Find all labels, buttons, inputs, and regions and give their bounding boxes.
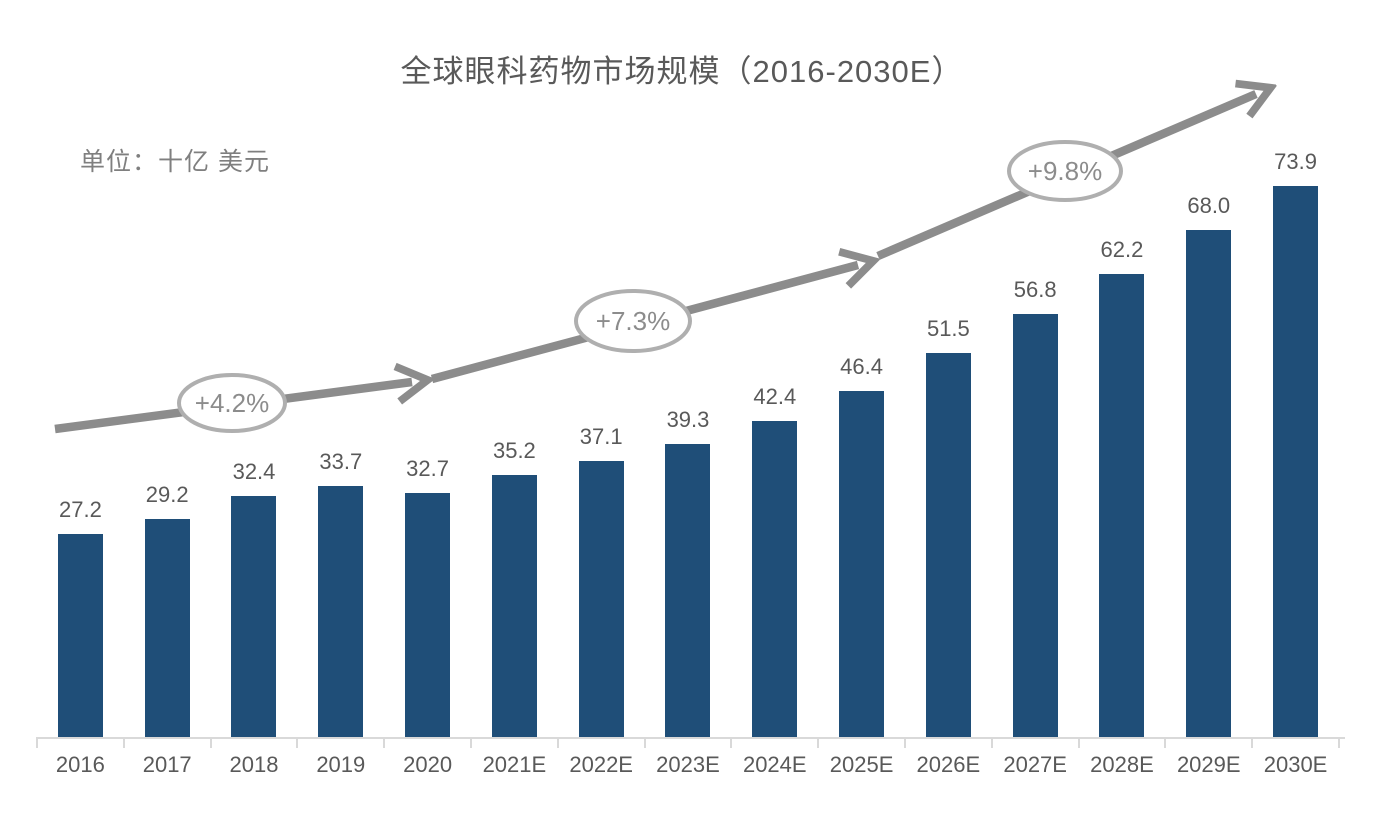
axis-tick [1251, 737, 1253, 748]
year-label: 2029E [1176, 752, 1241, 777]
bar [752, 421, 798, 737]
bar [839, 391, 885, 737]
bar-value-label: 35.2 [492, 438, 536, 463]
bar [925, 353, 971, 737]
axis-tick [470, 737, 472, 748]
year-label: 2018 [229, 752, 279, 777]
axis-tick [1164, 737, 1166, 748]
bar [1012, 314, 1058, 737]
bar-slot: 62.2 [1079, 0, 1166, 737]
bar-slot: 32.7 [384, 0, 471, 737]
bar-slot: 32.4 [211, 0, 298, 737]
bar-slot: 51.5 [905, 0, 992, 737]
bar-value-label: 27.2 [58, 497, 102, 522]
bar-slot: 33.7 [297, 0, 384, 737]
bar-value-label: 51.5 [926, 316, 970, 341]
axis-tick [557, 737, 559, 748]
bar [578, 461, 624, 737]
bar [231, 496, 277, 737]
bar-slot: 35.2 [471, 0, 558, 737]
bar [665, 444, 711, 737]
year-label: 2028E [1090, 752, 1154, 777]
bar-slot: 42.4 [731, 0, 818, 737]
axis-tick [383, 737, 385, 748]
year-label: 2021E [482, 752, 547, 777]
bar-slot: 73.9 [1252, 0, 1339, 737]
bar [57, 534, 103, 737]
x-axis-line [37, 737, 1345, 739]
axis-tick [210, 737, 212, 748]
bar-value-label: 39.3 [666, 407, 710, 432]
year-label: 2016 [55, 752, 105, 777]
bar-value-label: 32.7 [406, 456, 449, 481]
bar-value-label: 32.4 [232, 459, 276, 484]
page-title: 全球眼科药物市场规模（2016-2030E） [400, 54, 964, 89]
axis-tick [730, 737, 732, 748]
bar-slot: 27.2 [37, 0, 124, 737]
axis-tick [991, 737, 993, 748]
bars: 27.2 29.2 32.4 33.7 32.7 35.2 37.1 39.3 42.4 46.4… [37, 0, 1339, 737]
bar [491, 475, 537, 737]
axis-tick [1338, 737, 1340, 748]
bar-value-label: 42.4 [753, 384, 797, 409]
bar-value-label: 29.2 [145, 482, 189, 507]
x-axis-labels: 2016 2017 2018 2019 2020 2021E 2022E 2023E 2024E… [37, 752, 1339, 778]
year-label: 2024E [742, 752, 807, 777]
bar-value-label: 37.1 [579, 424, 623, 449]
bar-value-label: 46.4 [840, 354, 883, 379]
bar-value-label: 73.9 [1274, 149, 1317, 174]
year-label: 2017 [142, 752, 192, 777]
axis-tick [1078, 737, 1080, 748]
year-label: 2023E [656, 752, 720, 777]
bar-slot: 56.8 [992, 0, 1079, 737]
year-label: 2025E [829, 752, 894, 777]
bar-slot: 37.1 [558, 0, 645, 737]
axis-tick [36, 737, 38, 748]
year-label: 2026E [916, 752, 981, 777]
axis-tick [296, 737, 298, 748]
bar [1099, 274, 1145, 737]
bar-value-label: 68.0 [1187, 193, 1231, 218]
unit-label: 单位：十亿 美元 [80, 148, 270, 176]
bar-slot: 39.3 [645, 0, 732, 737]
bar-value-label: 33.7 [319, 449, 363, 474]
bar-slot: 68.0 [1165, 0, 1252, 737]
bar-value-label: 56.8 [1013, 277, 1057, 302]
axis-tick [904, 737, 906, 748]
bar [318, 486, 364, 737]
bar-slot: 29.2 [124, 0, 211, 737]
year-label: 2019 [316, 752, 366, 777]
x-axis-ticks [36, 737, 1340, 748]
year-label: 2020 [403, 752, 453, 777]
bar [1273, 186, 1319, 737]
axis-tick [817, 737, 819, 748]
axis-tick [644, 737, 646, 748]
bar [1186, 230, 1232, 737]
year-label: 2027E [1003, 752, 1067, 777]
year-label: 2022E [569, 752, 633, 777]
bar [405, 493, 451, 737]
bar [144, 519, 190, 737]
bar-slot: 46.4 [818, 0, 905, 737]
bar-value-label: 62.2 [1100, 237, 1144, 262]
year-label: 2030E [1263, 752, 1328, 777]
axis-tick [123, 737, 125, 748]
